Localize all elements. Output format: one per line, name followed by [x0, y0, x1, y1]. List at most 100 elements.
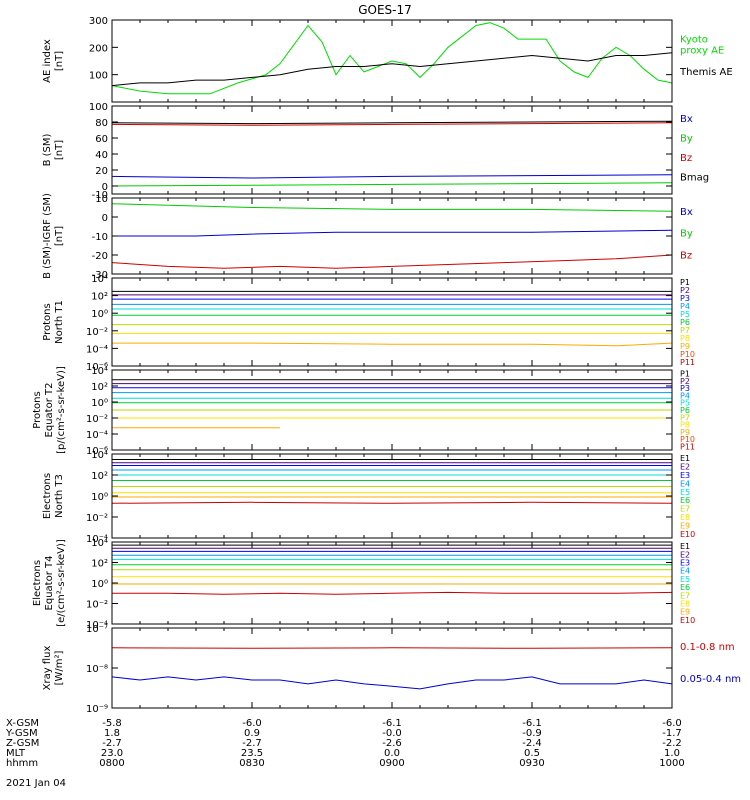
y-tick-label: -10: [92, 232, 108, 243]
legend-label: By: [680, 229, 693, 240]
y-axis-label: [p/(cm²-s-sr-keV)]: [56, 366, 67, 454]
ephemeris-value: -2.2: [662, 738, 682, 749]
ephemeris-value: 23.5: [241, 748, 263, 759]
legend-label: Bmag: [680, 172, 709, 183]
legend-label: proxy AE: [680, 45, 724, 56]
y-tick-label: 10⁻²: [86, 600, 108, 611]
legend-label: E1: [680, 454, 690, 463]
legend-label: P3: [680, 384, 690, 393]
legend-label: P8: [680, 421, 690, 430]
y-tick-label: 60: [95, 134, 108, 145]
series-line-3-3: [111, 254, 673, 269]
y-tick-label: 10⁻⁸: [86, 664, 108, 675]
ephemeris-row-label: Y-GSM: [5, 728, 38, 739]
series-line-1-1: [111, 22, 673, 95]
y-tick-label: -30: [92, 270, 108, 281]
y-axis-label: [nT]: [54, 140, 65, 160]
y-tick-label: 10⁻²: [86, 414, 108, 425]
date-label: 2021 Jan 04: [6, 778, 66, 789]
y-axis-label: Electrons: [42, 473, 53, 519]
series-line-8-1: [111, 647, 673, 649]
panel-8: 10⁻⁹ 10⁻⁸ 10⁻⁷ Xray flux [W/m²] 0.1-0.8 nm 0.0…: [42, 624, 741, 715]
y-axis-label: [e/(cm²-s-sr-keV)]: [56, 539, 67, 627]
y-tick-label: 10⁴: [91, 450, 108, 461]
plot-title: GOES-17: [358, 3, 412, 17]
legend-label: Bz: [680, 153, 692, 164]
ephemeris-value: -6.1: [522, 718, 542, 729]
series-line-4-9: [112, 342, 673, 347]
ephemeris-value: 1.0: [664, 748, 680, 759]
legend-label: 0.1-0.8 nm: [680, 642, 735, 653]
panel-6: 10⁻⁴ 10⁻² 10⁰ 10² 10⁴ Electrons North T3 E1E2E3…: [42, 450, 695, 545]
ephemeris-value: 0900: [379, 758, 404, 769]
ephemeris-value: -0.0: [382, 728, 402, 739]
series-line-2-2: [111, 182, 673, 187]
ephemeris-value: 0.0: [384, 748, 400, 759]
legend-label: E5: [680, 488, 690, 497]
y-tick-label: 10⁻⁴: [86, 534, 108, 545]
legend-label: P3: [680, 294, 690, 303]
ephemeris-value: -6.1: [382, 718, 402, 729]
series-line-2-1: [111, 174, 673, 179]
y-tick-label: 10⁻⁶: [86, 446, 108, 457]
legend-label: P7: [680, 326, 690, 335]
series-line-1-2: [111, 52, 673, 87]
legend-label: P6: [680, 406, 690, 415]
legend-label: P7: [680, 413, 690, 422]
panel-2: -100 20 40 60 80 100 B (SM) [nT] Bx By Bz Bmag: [42, 102, 709, 201]
y-tick-label: 200: [89, 43, 108, 54]
panel-5: 10⁻⁶ 10⁻⁴ 10⁻² 10⁰ 10² 10⁴ Protons Equator T2 [p…: [32, 366, 695, 457]
legend-label: E3: [680, 559, 690, 568]
y-tick-label: 10⁰: [91, 398, 108, 409]
legend-label: E4: [680, 479, 690, 488]
panel-4: 10⁻⁶ 10⁻⁴ 10⁻² 10⁰ 10² 10⁴ Protons North T1 P1P2…: [42, 274, 695, 373]
panel-frame: [111, 627, 673, 709]
legend-label: P11: [680, 358, 695, 367]
ephemeris-value: 0800: [99, 758, 124, 769]
legend-label: Kyoto: [680, 34, 708, 45]
legend-label: E9: [680, 608, 690, 617]
legend-label: E3: [680, 471, 690, 480]
legend-label: E9: [680, 521, 690, 530]
y-tick-label: 10⁻⁶: [86, 362, 108, 373]
y-tick-label: 10⁻²: [86, 327, 108, 338]
y-tick-label: 10²: [91, 292, 108, 303]
legend-label: P5: [680, 399, 690, 408]
legend-label: P5: [680, 310, 690, 319]
y-tick-label: 0: [102, 213, 108, 224]
y-tick-label: -20: [92, 251, 108, 262]
ephemeris-value: -1.7: [662, 728, 682, 739]
legend-label: By: [680, 133, 693, 144]
panel-frame: [111, 453, 673, 539]
legend-label: Bx: [680, 114, 693, 125]
legend-label: E10: [680, 530, 695, 539]
y-tick-label: 10⁴: [91, 366, 108, 377]
y-axis-label: Equator T2: [44, 383, 55, 438]
panel-frame: [111, 105, 673, 195]
legend-label: P9: [680, 428, 690, 437]
legend-label: P8: [680, 334, 690, 343]
legend-label: P10: [680, 435, 695, 444]
y-axis-label: Protons: [32, 391, 43, 428]
y-tick-label: 10⁻⁴: [86, 430, 108, 441]
y-tick-label: 0: [102, 182, 108, 193]
legend-label: E8: [680, 513, 690, 522]
ephemeris-value: -2.6: [382, 738, 402, 749]
ephemeris-value: 23.0: [101, 748, 123, 759]
y-tick-label: 10⁻⁷: [86, 624, 108, 635]
legend-label: Bx: [680, 207, 693, 218]
panel-7: 10⁻⁴ 10⁻² 10⁰ 10² 10⁴ Electrons Equator T4 [e/(…: [32, 538, 695, 631]
legend-label: E2: [680, 550, 690, 559]
legend-label: P6: [680, 318, 690, 327]
legend-label: P2: [680, 286, 690, 295]
y-axis-label: [nT]: [54, 226, 65, 246]
legend-label: P9: [680, 342, 690, 351]
y-axis-label: Electrons: [32, 560, 43, 606]
legend-label: E5: [680, 575, 690, 584]
legend-label: E4: [680, 567, 690, 576]
legend-label: E2: [680, 463, 690, 472]
y-tick-label: 300: [89, 16, 108, 27]
ephemeris-value: -2.7: [242, 738, 262, 749]
